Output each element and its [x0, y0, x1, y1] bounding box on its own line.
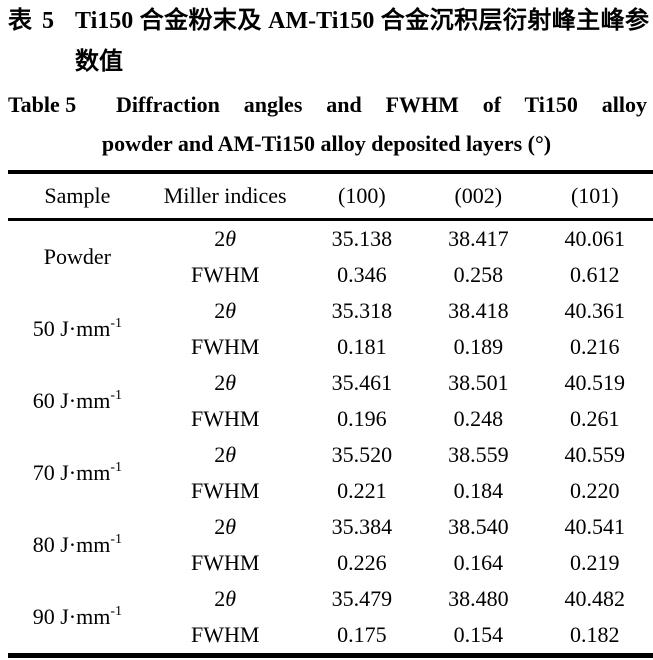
- table-row: FWHM 0.226 0.164 0.219: [8, 545, 653, 581]
- value-cell: 35.138: [331, 226, 393, 251]
- value-cell: 38.418: [448, 298, 509, 323]
- row-parameter-label: FWHM: [190, 334, 260, 359]
- sample-label: Powder: [43, 244, 111, 269]
- value-cell: 0.221: [337, 478, 387, 503]
- row-parameter-label: FWHM: [190, 478, 260, 503]
- value-cell: 35.479: [331, 586, 393, 611]
- header-miller-indices: Miller indices: [163, 183, 287, 208]
- value-cell: 0.154: [453, 622, 504, 647]
- table-row: Powder 2θ 35.138 38.417 40.061: [8, 220, 653, 269]
- value-cell: 0.184: [453, 478, 504, 503]
- sample-label: 90 J·mm-1: [32, 603, 122, 629]
- caption-chinese-line1: 表 5 Ti150 合金粉末及 AM-Ti150 合金沉积层衍射峰主峰参: [0, 0, 653, 37]
- row-parameter-label: 2θ: [214, 442, 237, 467]
- value-cell: 0.164: [453, 550, 504, 575]
- value-cell: 40.361: [564, 298, 626, 323]
- caption-chinese-table-number: 表 5: [8, 8, 56, 34]
- value-cell: 0.612: [570, 262, 620, 287]
- value-cell: 0.181: [337, 334, 387, 359]
- value-cell: 38.540: [448, 514, 509, 539]
- value-cell: 40.519: [564, 370, 626, 395]
- value-cell: 38.417: [448, 226, 509, 251]
- table-row: 80 J·mm-1 2θ 35.384 38.540 40.541: [8, 509, 653, 557]
- caption-english-table-number: Table 5: [8, 92, 77, 117]
- value-cell: 0.182: [570, 622, 620, 647]
- value-cell: 40.541: [564, 514, 626, 539]
- value-cell: 38.559: [448, 442, 509, 467]
- table-row: FWHM 0.346 0.258 0.612: [8, 257, 653, 293]
- value-cell: 38.501: [448, 370, 509, 395]
- value-cell: 35.461: [331, 370, 393, 395]
- caption-english-title-continued: powder and AM-Ti150 alloy deposited laye…: [101, 131, 552, 156]
- value-cell: 0.196: [337, 406, 387, 431]
- value-cell: 0.216: [570, 334, 620, 359]
- table-row: 70 J·mm-1 2θ 35.520 38.559 40.559: [8, 437, 653, 485]
- row-parameter-label: 2θ: [214, 586, 237, 611]
- value-cell: 0.189: [453, 334, 504, 359]
- value-cell: 0.219: [570, 550, 620, 575]
- row-parameter-label: 2θ: [214, 226, 237, 251]
- row-parameter-label: FWHM: [190, 622, 260, 647]
- value-cell: 35.520: [331, 442, 393, 467]
- sample-label: 50 J·mm-1: [32, 315, 122, 341]
- header-peak-101: (101): [570, 183, 619, 208]
- table-row: 50 J·mm-1 2θ 35.318 38.418 40.361: [8, 293, 653, 341]
- header-peak-002: (002): [454, 183, 503, 208]
- header-sample: Sample: [44, 183, 111, 208]
- value-cell: 0.346: [337, 262, 387, 287]
- value-cell: 0.261: [570, 406, 620, 431]
- row-parameter-label: 2θ: [214, 370, 237, 395]
- diffraction-table: Sample Miller indices (100) (002) (101) …: [8, 170, 653, 658]
- sample-label: 70 J·mm-1: [32, 459, 122, 485]
- caption-chinese-line2: 数值: [75, 46, 649, 78]
- header-peak-100: (100): [338, 183, 386, 208]
- value-cell: 35.318: [331, 298, 393, 323]
- value-cell: 35.384: [331, 514, 393, 539]
- caption-english-line1: Table 5 Diffraction angles and FWHM of T…: [8, 91, 647, 119]
- value-cell: 0.258: [453, 262, 504, 287]
- value-cell: 0.220: [570, 478, 620, 503]
- value-cell: 0.248: [453, 406, 504, 431]
- caption-english-title: Diffraction angles and FWHM of Ti150 all…: [116, 92, 647, 117]
- table-row: FWHM 0.175 0.154 0.182: [8, 617, 653, 656]
- row-parameter-label: FWHM: [190, 550, 260, 575]
- value-cell: 0.226: [337, 550, 387, 575]
- sample-label: 60 J·mm-1: [32, 387, 122, 413]
- value-cell: 40.061: [564, 226, 626, 251]
- row-parameter-label: 2θ: [214, 298, 237, 323]
- table-row: FWHM 0.181 0.189 0.216: [8, 329, 653, 365]
- table-row: 90 J·mm-1 2θ 35.479 38.480 40.482: [8, 581, 653, 629]
- row-parameter-label: 2θ: [214, 514, 237, 539]
- table-row: 60 J·mm-1 2θ 35.461 38.501 40.519: [8, 365, 653, 413]
- table-row: FWHM 0.221 0.184 0.220: [8, 473, 653, 509]
- value-cell: 38.480: [448, 586, 509, 611]
- row-parameter-label: FWHM: [190, 406, 260, 431]
- table-row: FWHM 0.196 0.248 0.261: [8, 401, 653, 437]
- sample-label: 80 J·mm-1: [32, 531, 122, 557]
- caption-english-line2: powder and AM-Ti150 alloy deposited laye…: [0, 130, 653, 158]
- header-row: Sample Miller indices (100) (002) (101): [8, 172, 653, 220]
- caption-chinese-title: Ti150 合金粉末及 AM-Ti150 合金沉积层衍射峰主峰参: [75, 8, 649, 34]
- caption-chinese-title-continued: 数值: [75, 49, 123, 75]
- value-cell: 40.482: [564, 586, 626, 611]
- value-cell: 40.559: [564, 442, 626, 467]
- value-cell: 0.175: [337, 622, 387, 647]
- row-parameter-label: FWHM: [190, 262, 260, 287]
